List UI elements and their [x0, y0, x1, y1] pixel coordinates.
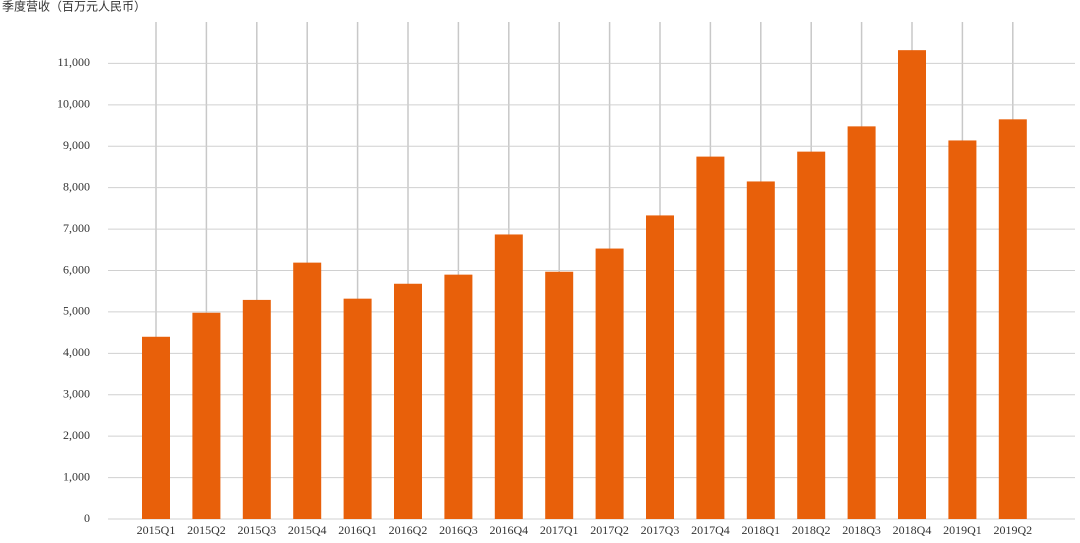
- bar: [646, 215, 674, 519]
- x-tick-label: 2017Q4: [691, 523, 730, 537]
- bar: [595, 248, 624, 519]
- y-tick-label: 2,000: [63, 428, 90, 442]
- x-tick-label: 2016Q2: [389, 523, 428, 537]
- bar: [746, 181, 775, 519]
- bar: [343, 298, 372, 519]
- bar: [394, 283, 422, 519]
- x-tick-label: 2019Q2: [993, 523, 1032, 537]
- bar: [192, 312, 221, 519]
- y-tick-label: 9,000: [63, 138, 90, 152]
- y-tick-label: 6,000: [63, 262, 90, 276]
- bar: [242, 299, 271, 519]
- y-tick-label: 1,000: [63, 469, 90, 483]
- bar: [293, 262, 322, 519]
- y-tick-label: 11,000: [57, 55, 90, 69]
- x-tick-label: 2018Q1: [741, 523, 780, 537]
- bar: [847, 126, 876, 520]
- x-tick-label: 2015Q4: [288, 523, 327, 537]
- x-tick-label: 2016Q3: [439, 523, 478, 537]
- y-tick-label: 10,000: [57, 97, 90, 111]
- x-tick-label: 2018Q3: [842, 523, 881, 537]
- y-tick-label: 5,000: [63, 304, 90, 318]
- y-tick-label: 0: [84, 511, 90, 525]
- x-tick-label: 2015Q3: [237, 523, 276, 537]
- x-tick-label: 2015Q2: [187, 523, 226, 537]
- y-tick-label: 7,000: [63, 221, 90, 235]
- chart-title: 季度营收（百万元人民币）: [2, 0, 146, 14]
- y-tick-label: 4,000: [63, 345, 90, 359]
- bar: [494, 234, 523, 519]
- x-tick-label: 2016Q4: [489, 523, 528, 537]
- bar: [898, 50, 926, 520]
- x-tick-label: 2015Q1: [137, 523, 176, 537]
- y-tick-label: 8,000: [63, 179, 90, 193]
- bar: [444, 274, 473, 519]
- x-tick-label: 2017Q1: [540, 523, 579, 537]
- bar: [998, 119, 1027, 520]
- x-tick-label: 2018Q4: [893, 523, 932, 537]
- y-tick-label: 3,000: [63, 387, 90, 401]
- bar: [545, 271, 574, 519]
- bar: [142, 336, 170, 519]
- bar: [696, 156, 725, 519]
- bar: [948, 140, 977, 519]
- x-tick-label: 2018Q2: [792, 523, 831, 537]
- x-tick-label: 2017Q3: [641, 523, 680, 537]
- bar: [797, 151, 826, 520]
- x-tick-label: 2017Q2: [590, 523, 629, 537]
- x-tick-label: 2019Q1: [943, 523, 982, 537]
- x-tick-label: 2016Q1: [338, 523, 377, 537]
